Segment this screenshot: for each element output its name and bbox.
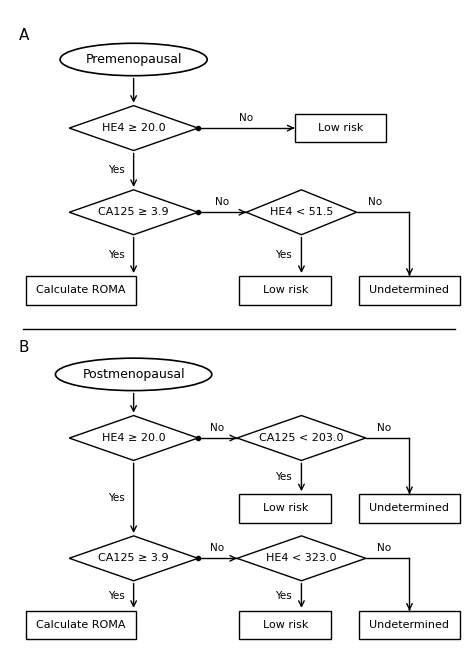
Text: No: No [210, 423, 225, 433]
Text: Yes: Yes [108, 165, 124, 175]
Text: HE4 < 51.5: HE4 < 51.5 [270, 207, 333, 217]
Text: Yes: Yes [108, 251, 124, 260]
Text: Yes: Yes [275, 591, 292, 601]
Text: Postmenopausal: Postmenopausal [82, 368, 185, 381]
Text: No: No [377, 423, 391, 433]
Text: No: No [377, 543, 391, 554]
Text: Calculate ROMA: Calculate ROMA [36, 620, 126, 630]
Text: No: No [215, 197, 229, 207]
Text: Low risk: Low risk [263, 620, 308, 630]
Text: HE4 ≥ 20.0: HE4 ≥ 20.0 [102, 433, 165, 443]
Text: CA125 < 203.0: CA125 < 203.0 [259, 433, 344, 443]
Text: Low risk: Low risk [263, 504, 308, 513]
Text: No: No [368, 197, 382, 207]
Text: A: A [18, 29, 29, 43]
Text: Undetermined: Undetermined [370, 620, 449, 630]
Text: No: No [210, 543, 225, 554]
Text: B: B [18, 340, 29, 355]
Text: Calculate ROMA: Calculate ROMA [36, 285, 126, 295]
Text: Yes: Yes [275, 251, 292, 260]
Text: Yes: Yes [108, 493, 124, 503]
Text: No: No [239, 113, 253, 123]
Text: Low risk: Low risk [318, 123, 363, 133]
Text: HE4 < 323.0: HE4 < 323.0 [266, 554, 337, 563]
Text: Undetermined: Undetermined [370, 285, 449, 295]
Text: Premenopausal: Premenopausal [85, 53, 182, 66]
Text: Low risk: Low risk [263, 285, 308, 295]
Text: CA125 ≥ 3.9: CA125 ≥ 3.9 [98, 207, 169, 217]
Text: Yes: Yes [275, 472, 292, 482]
Text: CA125 ≥ 3.9: CA125 ≥ 3.9 [98, 554, 169, 563]
Text: Undetermined: Undetermined [370, 504, 449, 513]
Text: Yes: Yes [108, 591, 124, 601]
Text: HE4 ≥ 20.0: HE4 ≥ 20.0 [102, 123, 165, 133]
